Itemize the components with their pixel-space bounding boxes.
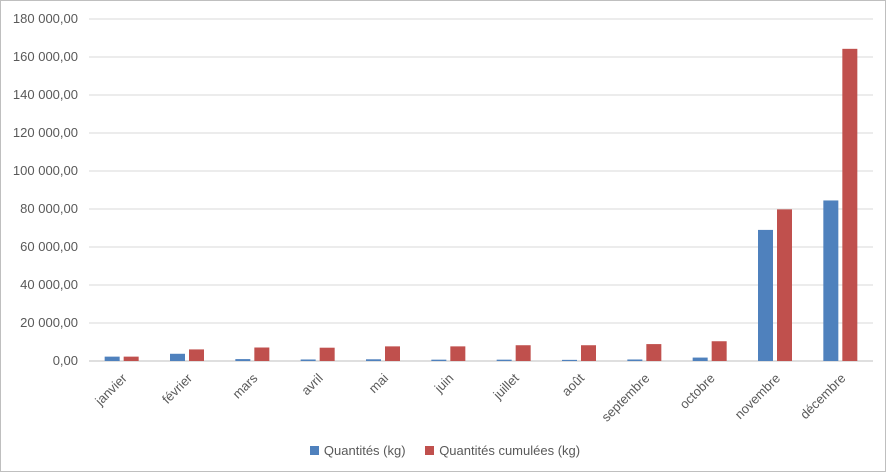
y-tick-label: 140 000,00 [13,87,78,102]
bar-series-1 [562,359,577,361]
x-tick-label: décembre [797,371,848,422]
legend-item-series-1: Quantités (kg) [309,443,406,458]
bar-series-1 [104,356,120,361]
legend: Quantités (kg) Quantités cumulées (kg) [1,443,888,458]
y-tick-label: 120 000,00 [13,125,78,140]
y-tick-label: 20 000,00 [20,315,78,330]
x-tick-label: septembre [598,371,652,425]
bar-series-2 [189,349,204,361]
x-tick-label: mai [366,370,391,395]
x-tick-label: mars [229,370,260,401]
y-tick-label: 0,00 [53,353,78,368]
y-tick-label: 180 000,00 [13,11,78,26]
bar-series-1 [496,359,512,361]
bar-series-2 [123,356,139,361]
bar-series-1 [627,359,643,361]
bar-series-2 [515,345,531,361]
bar-series-2 [385,346,400,361]
legend-label-series-2: Quantités cumulées (kg) [439,443,581,458]
x-tick-label: novembre [732,371,783,422]
bar-series-1 [823,200,839,361]
x-tick-label: juillet [490,370,523,403]
bar-series-1 [431,359,447,361]
bar-series-1 [366,359,381,361]
bar-series-2 [319,347,335,361]
bar-series-2 [254,347,270,361]
legend-item-series-2: Quantités cumulées (kg) [425,443,580,458]
y-tick-label: 40 000,00 [20,277,78,292]
bar-series-2 [646,344,662,361]
y-tick-label: 100 000,00 [13,163,78,178]
bar-series-2 [777,209,792,361]
bar-series-2 [450,346,466,361]
bar-series-2 [842,48,858,362]
bar-series-1 [758,229,773,361]
legend-swatch-series-2 [425,446,435,455]
bar-series-2 [711,341,727,361]
x-tick-label: juin [431,371,457,397]
x-tick-label: février [159,370,196,407]
bar-series-1 [170,353,185,361]
bar-series-1 [235,359,251,361]
bar-series-1 [300,359,316,361]
y-tick-label: 60 000,00 [20,239,78,254]
x-tick-label: août [559,370,588,399]
x-tick-label: avril [298,370,326,398]
bar-series-2 [581,345,596,361]
x-tick-label: octobre [677,371,718,412]
bar-series-1 [692,357,708,361]
y-tick-label: 80 000,00 [20,201,78,216]
legend-swatch-series-1 [309,446,319,455]
y-tick-label: 160 000,00 [13,49,78,64]
legend-label-series-1: Quantités (kg) [323,443,406,458]
x-tick-label: janvier [91,370,130,409]
